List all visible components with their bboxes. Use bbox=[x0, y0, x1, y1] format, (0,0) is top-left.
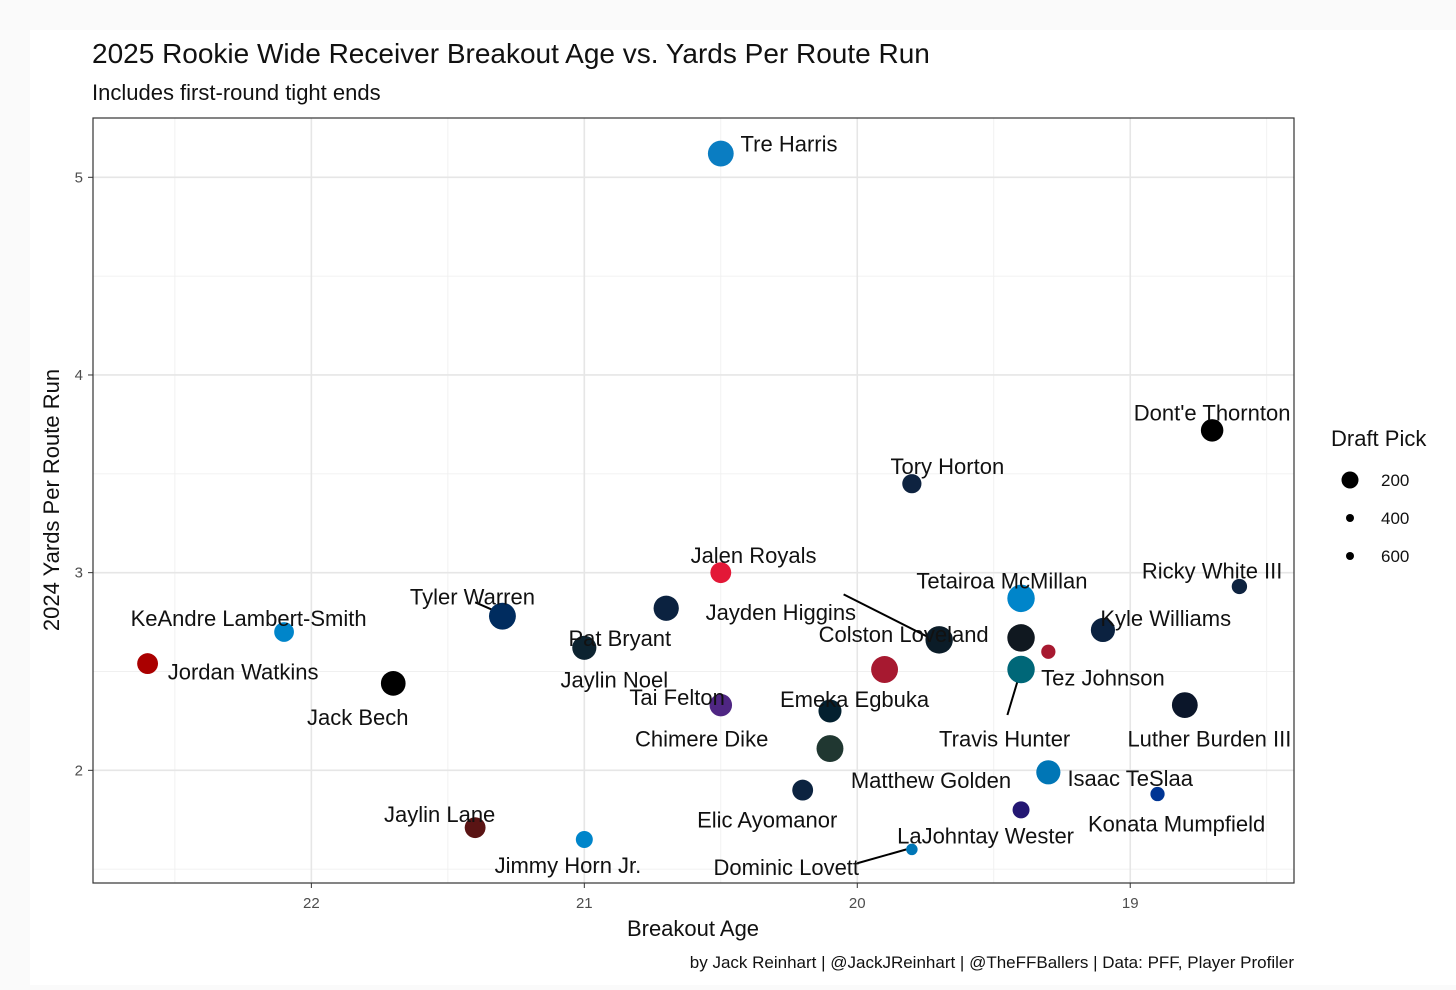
major-gridlines bbox=[93, 118, 1294, 883]
data-point bbox=[137, 653, 159, 675]
point-label: Tre Harris bbox=[741, 132, 838, 157]
y-axis-ticks: 2 3 4 5 bbox=[75, 169, 93, 779]
data-point bbox=[902, 474, 922, 494]
data-point bbox=[710, 562, 732, 584]
x-tick-label: 21 bbox=[576, 895, 593, 912]
data-point bbox=[1007, 584, 1035, 613]
leader-line bbox=[857, 848, 907, 865]
data-point bbox=[707, 140, 734, 167]
legend-entries: 200 400 600 bbox=[1341, 471, 1409, 566]
y-tick-label: 2 bbox=[75, 762, 83, 779]
legend-swatch bbox=[1346, 552, 1354, 560]
data-point bbox=[488, 602, 516, 630]
y-tick-label: 4 bbox=[75, 367, 83, 384]
data-point bbox=[925, 626, 953, 654]
point-label: Jordan Watkins bbox=[168, 659, 319, 684]
legend-title: Draft Pick bbox=[1331, 426, 1427, 451]
minor-gridlines bbox=[93, 118, 1294, 883]
data-point bbox=[572, 635, 597, 660]
legend: Draft Pick 200 400 600 bbox=[1331, 426, 1427, 566]
point-label: Elic Ayomanor bbox=[697, 808, 837, 833]
point-label: Travis Hunter bbox=[939, 727, 1070, 752]
point-label: Isaac TeSlaa bbox=[1067, 766, 1193, 791]
point-label: Jayden Higgins bbox=[706, 600, 856, 625]
legend-label: 600 bbox=[1381, 547, 1409, 566]
point-label: Tyler Warren bbox=[410, 584, 535, 609]
point-label: Colston Loveland bbox=[819, 622, 989, 647]
data-point bbox=[792, 779, 814, 801]
data-point bbox=[1012, 801, 1030, 819]
y-tick-label: 3 bbox=[75, 565, 83, 582]
data-point bbox=[709, 693, 733, 717]
point-label: Emeka Egbuka bbox=[780, 687, 930, 712]
data-point bbox=[816, 735, 844, 763]
legend-label: 400 bbox=[1381, 509, 1409, 528]
x-tick-label: 20 bbox=[849, 895, 866, 912]
data-point bbox=[818, 699, 842, 723]
data-point bbox=[575, 831, 593, 849]
point-label: Tai Felton bbox=[629, 685, 724, 710]
point-label: Pat Bryant bbox=[568, 626, 671, 651]
point-label: Luther Burden III bbox=[1127, 727, 1291, 752]
data-point bbox=[1041, 644, 1056, 659]
data-point bbox=[871, 656, 899, 683]
data-point bbox=[1171, 692, 1198, 718]
x-tick-label: 22 bbox=[303, 895, 320, 912]
label-leader-lines bbox=[474, 593, 1023, 865]
point-label: Chimere Dike bbox=[635, 727, 768, 752]
point-label: Dominic Lovett bbox=[714, 855, 860, 880]
point-label: Konata Mumpfield bbox=[1088, 812, 1265, 837]
point-label: Dont'e Thornton bbox=[1134, 401, 1291, 426]
point-label: KeAndre Lambert-Smith bbox=[131, 606, 367, 631]
data-point bbox=[274, 622, 294, 642]
point-label: Tory Horton bbox=[890, 454, 1004, 479]
point-label: Tetairoa McMillan bbox=[916, 569, 1087, 594]
data-point bbox=[1007, 655, 1035, 684]
point-label: Jack Bech bbox=[307, 705, 409, 730]
y-axis-title: 2024 Yards Per Route Run bbox=[39, 369, 64, 631]
point-label: LaJohntay Wester bbox=[897, 824, 1074, 849]
data-point bbox=[464, 817, 486, 839]
y-tick-label: 5 bbox=[75, 169, 83, 186]
data-points bbox=[137, 140, 1248, 856]
point-label: Ricky White III bbox=[1142, 559, 1283, 584]
data-point bbox=[1200, 419, 1224, 442]
data-point bbox=[1036, 760, 1061, 785]
legend-swatch bbox=[1346, 514, 1354, 522]
legend-label: 200 bbox=[1381, 471, 1409, 490]
chart-subtitle: Includes first-round tight ends bbox=[92, 80, 381, 105]
data-point bbox=[1231, 578, 1248, 595]
point-label: Tez Johnson bbox=[1041, 665, 1165, 690]
data-point bbox=[1150, 786, 1165, 802]
chart-caption: by Jack Reinhart | @JackJReinhart | @The… bbox=[690, 953, 1295, 972]
point-label: Kyle Williams bbox=[1100, 606, 1231, 631]
data-point bbox=[906, 843, 918, 856]
data-point bbox=[380, 670, 406, 696]
point-label: Jaylin Lane bbox=[384, 802, 495, 827]
point-label: Jaylin Noel bbox=[561, 667, 669, 692]
point-label: Matthew Golden bbox=[851, 768, 1011, 793]
leader-line bbox=[843, 593, 935, 641]
point-label: Jalen Royals bbox=[691, 543, 817, 568]
x-axis-ticks: 22 21 20 19 bbox=[303, 883, 1139, 912]
chart-title: 2025 Rookie Wide Receiver Breakout Age v… bbox=[92, 38, 930, 69]
data-point bbox=[1090, 617, 1116, 643]
plot-panel bbox=[93, 118, 1294, 883]
x-tick-label: 19 bbox=[1122, 895, 1139, 912]
x-axis-title: Breakout Age bbox=[627, 916, 759, 941]
plot-border bbox=[92, 117, 1295, 884]
legend-swatch bbox=[1341, 471, 1359, 489]
data-point bbox=[1007, 624, 1035, 652]
data-point bbox=[653, 595, 679, 621]
point-labels: Tre Harris Dont'e Thornton Tory Horton Jale… bbox=[131, 132, 1292, 880]
point-label: Jimmy Horn Jr. bbox=[495, 853, 642, 878]
